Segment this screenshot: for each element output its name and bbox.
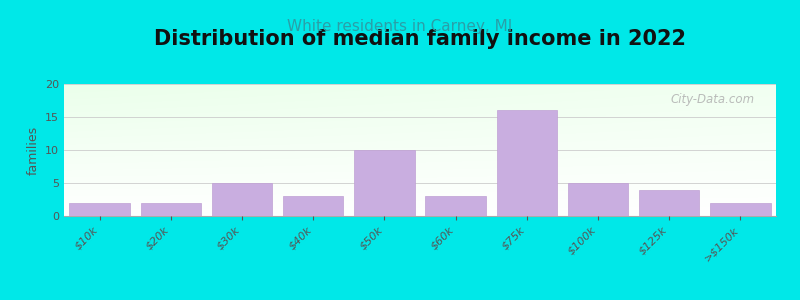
Text: City-Data.com: City-Data.com	[670, 93, 754, 106]
Bar	[141, 203, 201, 216]
Bar	[70, 203, 130, 216]
Title: Distribution of median family income in 2022: Distribution of median family income in …	[154, 29, 686, 49]
Bar	[426, 196, 486, 216]
Y-axis label: families: families	[26, 125, 39, 175]
Bar	[639, 190, 699, 216]
Bar	[497, 110, 557, 216]
Bar	[710, 203, 770, 216]
Bar	[212, 183, 272, 216]
Bar	[283, 196, 343, 216]
Bar	[354, 150, 414, 216]
Text: White residents in Carney, MI: White residents in Carney, MI	[287, 20, 513, 34]
Bar	[568, 183, 628, 216]
